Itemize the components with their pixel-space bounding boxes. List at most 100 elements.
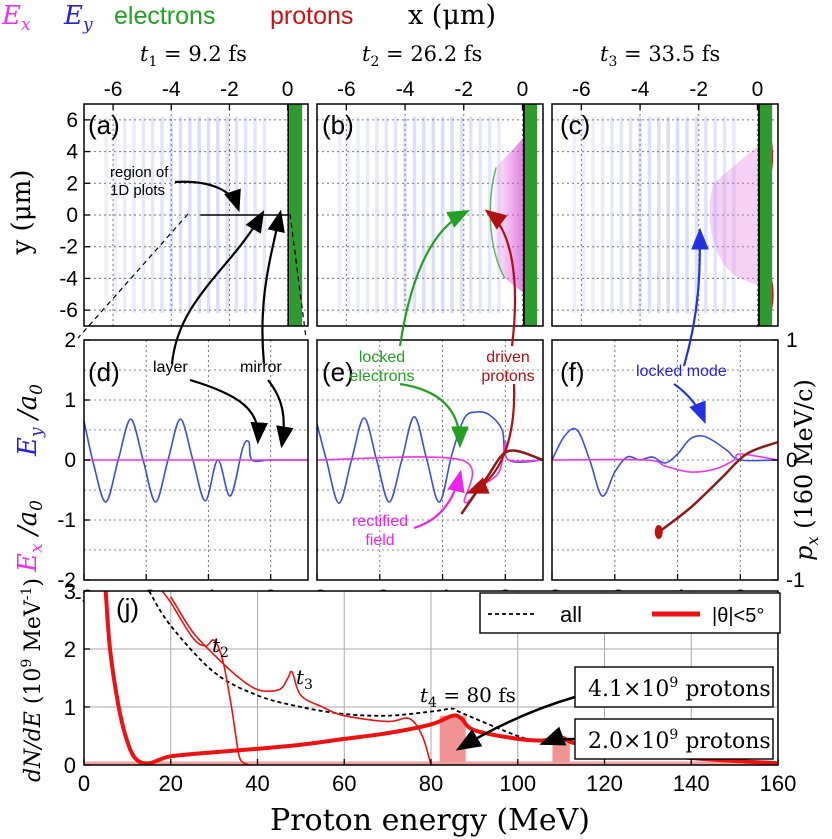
target-foil (758, 104, 773, 326)
rectified-arrow (413, 469, 465, 530)
tick-label-bottom: 0 (78, 771, 90, 796)
y-axis-label-2d: y (μm) (7, 170, 37, 256)
laser-stripe (375, 116, 379, 314)
mirror-arrow (261, 209, 285, 365)
tick-label-top: -4 (162, 78, 181, 101)
tick-label-left: -2 (57, 569, 76, 592)
curve-label-t3: t3 (296, 665, 313, 693)
laser-stripe (469, 116, 473, 314)
tick-label-top: -2 (689, 78, 708, 101)
tick-label-top: 0 (752, 78, 764, 101)
series-px-protons (657, 440, 779, 533)
time-label-t3: t3 = 33.5 fs (600, 42, 720, 70)
region-label-2: 1D plots (110, 182, 165, 199)
panel-label-e: (e) (322, 357, 354, 387)
tick-label-left: 2 (64, 637, 76, 662)
laser-stripe (628, 116, 633, 314)
count-box-2-text: 2.0×109 protons (588, 727, 771, 754)
zoom-line-left (77, 213, 189, 339)
layer-arrow-down (189, 378, 268, 445)
rectified-label-2: field (365, 532, 394, 549)
tick-label-left: -6 (59, 299, 78, 322)
laser-stripe (160, 116, 164, 314)
series-t3 (170, 596, 432, 766)
laser-stripe (694, 116, 699, 314)
tick-label-left: 3 (64, 579, 76, 604)
series-t2 (161, 590, 250, 766)
tick-label-bottom: 140 (673, 771, 710, 796)
tick-label-left: 4 (66, 141, 78, 164)
tick-label-top: -6 (104, 78, 123, 101)
count-box-1-frame (574, 666, 774, 708)
tick-label-top: -4 (396, 78, 415, 101)
proton-blob (654, 525, 663, 539)
tick-label-bottom: 20 (159, 771, 183, 796)
legend-j-box (479, 592, 781, 634)
series-Ex (551, 453, 779, 473)
legend-protons: protons (270, 2, 353, 30)
panel-label-f: (f) (560, 357, 585, 387)
tick-label-bottom: 40 (245, 771, 269, 796)
tick-label-top: 0 (282, 78, 294, 101)
laser-stripe (572, 116, 577, 314)
count-box-2: 2.0×109 protons (574, 718, 774, 760)
driven-protons-label-1: driven (486, 349, 530, 366)
laser-stripe (141, 116, 146, 314)
zoom-line-right (289, 213, 307, 339)
tick-label-right: -1 (786, 569, 805, 592)
legend-header: Ex Ey (1, 1, 93, 35)
laser-stripe (412, 116, 417, 314)
count-box-1: 4.1×109 protons (574, 666, 774, 708)
laser-stripe (104, 116, 108, 314)
tick-label-bottom: 120 (586, 771, 623, 796)
ey-axis-label: Ey /a0 (13, 384, 47, 457)
proton-cloud (490, 135, 526, 295)
laser-stripe (393, 116, 398, 314)
tick-label-left: 0 (64, 449, 76, 472)
count-arrow-1 (455, 695, 576, 751)
region-label-1: region of (110, 164, 169, 181)
j-y-axis-label: dN/dE (109 MeV-1) (19, 578, 46, 782)
panel-label-c: (c) (560, 110, 590, 140)
tick-label-left: 1 (64, 389, 76, 412)
locked-electrons-arrow-down (399, 382, 469, 449)
legend-ey: Ey (63, 1, 93, 35)
driven-protons-arrow-down (465, 383, 516, 494)
tick-label-top: -6 (337, 78, 356, 101)
mirror-label: mirror (240, 359, 282, 376)
series-Ey (551, 427, 779, 497)
laser-stripe (150, 116, 155, 314)
tick-label-left: -2 (59, 236, 78, 259)
laser-stripe (337, 116, 342, 314)
tick-label-top: -6 (572, 78, 591, 101)
tick-label-top: -2 (454, 78, 473, 101)
x-unit-label: x (μm) (408, 0, 496, 31)
locked-electrons-label-1: locked (359, 349, 405, 366)
legend-j: all |θ|<5° (479, 592, 781, 634)
tick-label-bottom: 60 (332, 771, 356, 796)
laser-stripe (619, 116, 624, 314)
legend-j-all-label: all (560, 602, 582, 627)
laser-stripe (722, 116, 727, 314)
locked-mode-arrow-up (682, 227, 709, 367)
count-box-2-frame (574, 718, 774, 760)
tick-label-left: 6 (66, 109, 78, 132)
panels-2d: -6 -4 -2 0 6 4 2 0 -2 -4 -6 -6 -4 -2 0 -6 -4 -2 0 (59, 78, 779, 339)
panel-label-a: (a) (88, 110, 120, 140)
tick-label-left: 1 (64, 695, 76, 720)
series-px-protons (460, 449, 544, 515)
series-Ey (83, 418, 308, 503)
target-foil (289, 104, 303, 326)
layer-label: layer (153, 359, 188, 376)
laser-stripe (704, 116, 708, 314)
locked-mode-label: locked mode (636, 363, 727, 380)
count-arrow-2 (539, 726, 576, 746)
driven-protons-label-2: protons (481, 368, 534, 385)
tick-label-bottom: 100 (499, 771, 536, 796)
series-Ey (316, 411, 544, 505)
panel-label-d: (d) (88, 357, 120, 387)
mirror-arrow-down (267, 379, 294, 449)
legend-ex: Ex (1, 1, 31, 35)
tick-label-left: 2 (64, 329, 76, 352)
